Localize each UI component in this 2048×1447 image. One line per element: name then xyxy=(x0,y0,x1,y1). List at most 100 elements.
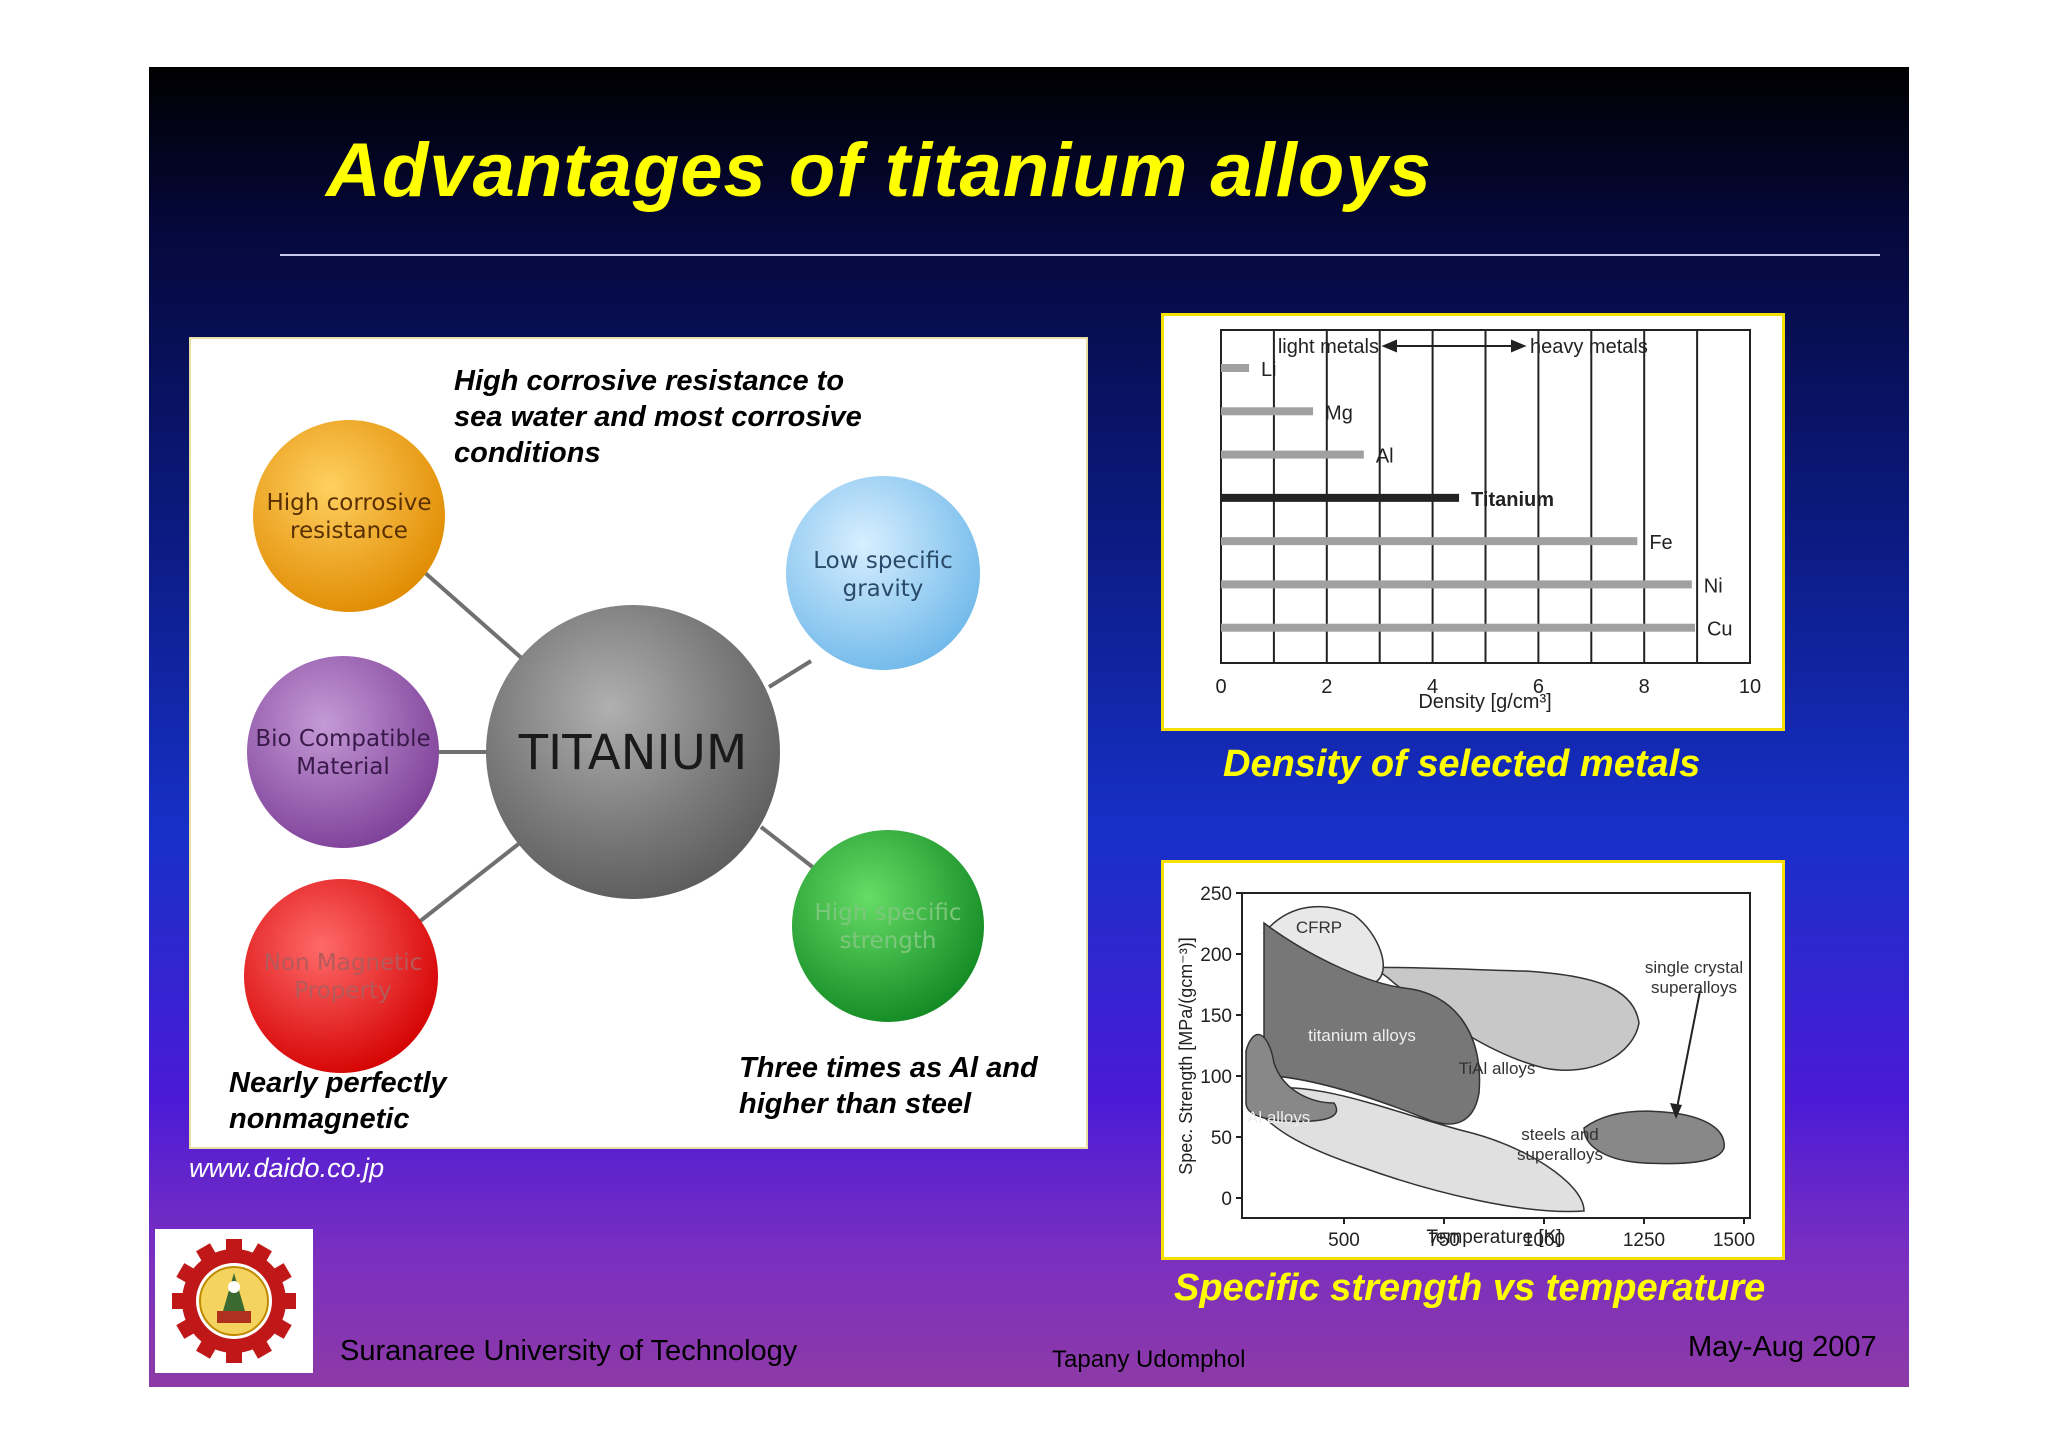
node-corrosion-line1: High corrosive xyxy=(266,490,431,516)
node-nonmagnetic-line2: Property xyxy=(294,978,391,1004)
node-strength-line2: strength xyxy=(840,928,937,954)
note-corrosion-line: conditions xyxy=(454,437,601,469)
note-magnetic-line: nonmagnetic xyxy=(229,1103,410,1135)
bar-label-titanium: Titanium xyxy=(1471,489,1554,511)
note-corrosion: High corrosive resistance to sea water a… xyxy=(454,363,862,471)
bar-label-fe: Fe xyxy=(1649,532,1672,554)
label-tial: TiAl alloys xyxy=(1459,1059,1536,1078)
ytick: 50 xyxy=(1211,1128,1232,1149)
label-single-crystal-line1: single crystal xyxy=(1645,958,1743,977)
xtick: 2 xyxy=(1321,676,1332,698)
label-steel-line1: steels and xyxy=(1521,1125,1599,1144)
tial-region xyxy=(1291,958,1640,1071)
connector-lines xyxy=(417,569,821,924)
xtick: 750 xyxy=(1428,1230,1460,1251)
density-chart-panel: Li Mg Al Titanium Fe Ni Cu 0 2 4 6 8 10 light metal… xyxy=(1161,313,1785,731)
light-metals-label: light metals xyxy=(1278,336,1379,358)
xtick: 10 xyxy=(1739,676,1761,698)
gear-logo-icon xyxy=(172,1239,296,1363)
note-magnetic: Nearly perfectly nonmagnetic xyxy=(229,1065,447,1137)
bars xyxy=(1221,364,1695,632)
node-biocompatible-line2: Material xyxy=(296,754,389,780)
note-magnetic-line: Nearly perfectly xyxy=(229,1067,447,1099)
footer-author: Tapany Udomphol xyxy=(1052,1346,1246,1373)
single-crystal-region xyxy=(1583,1110,1725,1165)
node-gravity-circle xyxy=(786,476,980,670)
node-biocompatible-line1: Bio Compatible xyxy=(255,726,430,752)
tick-marks xyxy=(1236,892,1745,1224)
node-gravity-line1: Low specific xyxy=(813,548,953,574)
ytick: 100 xyxy=(1200,1067,1232,1088)
label-cfrp: CFRP xyxy=(1296,918,1342,937)
node-corrosion-circle xyxy=(253,420,445,612)
note-corrosion-line: High corrosive resistance to xyxy=(454,365,845,397)
heavy-metals-label: heavy metals xyxy=(1530,336,1648,358)
plot-frame xyxy=(1241,892,1751,1219)
xtick: 8 xyxy=(1639,676,1650,698)
xtick: 1000 xyxy=(1523,1230,1565,1251)
pointer-arrowhead xyxy=(1670,1103,1682,1119)
strength-caption: Specific strength vs temperature xyxy=(1174,1267,1766,1309)
properties-diagram-panel: High corrosive resistance Bio Compatible… xyxy=(189,337,1088,1149)
bar-fe xyxy=(1221,537,1638,546)
center-circle xyxy=(486,605,780,899)
steel-region xyxy=(1244,1086,1585,1213)
bar-label-li: Li xyxy=(1261,359,1277,381)
properties-diagram: High corrosive resistance Bio Compatible… xyxy=(244,420,984,1073)
node-nonmagnetic-line1: Non Magnetic xyxy=(264,950,422,976)
bar-mg xyxy=(1221,407,1314,416)
bar-ni xyxy=(1221,580,1692,589)
strength-ylabel: Spec. Strength [MPa/(gcm⁻³)] xyxy=(1176,937,1196,1175)
title-divider xyxy=(280,254,1880,256)
xtick: 1500 xyxy=(1713,1230,1755,1251)
node-gravity-line2: gravity xyxy=(843,576,924,602)
ytick: 0 xyxy=(1221,1189,1232,1210)
footer-university: Suranaree University of Technology xyxy=(340,1335,798,1367)
node-corrosion-line2: resistance xyxy=(290,518,408,544)
slide-title: Advantages of titanium alloys xyxy=(326,128,1432,213)
bar-li xyxy=(1221,364,1250,372)
ytick: 250 xyxy=(1200,884,1232,905)
xtick: 0 xyxy=(1215,676,1226,698)
label-titanium: titanium alloys xyxy=(1308,1026,1416,1045)
bar-label-al: Al xyxy=(1376,446,1394,468)
note-corrosion-line: sea water and most corrosive xyxy=(454,401,862,433)
light-heavy-arrows xyxy=(1381,339,1527,353)
grid-lines xyxy=(1272,330,1699,663)
label-steel-line2: superalloys xyxy=(1517,1145,1603,1164)
note-strength: Three times as Al and higher than steel xyxy=(739,1050,1038,1122)
bar-label-mg: Mg xyxy=(1325,402,1353,424)
bar-al xyxy=(1221,450,1364,459)
source-credit: www.daido.co.jp xyxy=(189,1153,385,1183)
note-strength-line: Three times as Al and xyxy=(739,1052,1038,1084)
titanium-region xyxy=(1263,921,1481,1125)
xtick: 6 xyxy=(1533,676,1544,698)
node-strength-circle xyxy=(792,830,984,1022)
strength-chart: 250 200 150 100 50 0 500 750 1000 1250 1… xyxy=(1176,884,1755,1251)
bar-cu xyxy=(1221,623,1695,632)
bar-titanium xyxy=(1221,493,1460,502)
strength-xlabel: Temperature [K] xyxy=(1426,1227,1561,1248)
xtick: 1250 xyxy=(1623,1230,1665,1251)
note-strength-line: higher than steel xyxy=(739,1088,972,1120)
node-biocompatible-circle xyxy=(247,656,439,848)
al-region xyxy=(1245,1033,1338,1123)
ytick: 200 xyxy=(1200,945,1232,966)
node-nonmagnetic-circle xyxy=(244,879,438,1073)
slide: Advantages of titanium alloys xyxy=(149,67,1909,1387)
footer-date: May-Aug 2007 xyxy=(1688,1331,1877,1363)
xtick: 4 xyxy=(1427,676,1438,698)
xtick: 500 xyxy=(1328,1230,1360,1251)
density-caption: Density of selected metals xyxy=(1223,743,1701,785)
bar-label-cu: Cu xyxy=(1707,619,1733,641)
center-label: TITANIUM xyxy=(518,725,748,781)
label-al: Al alloys xyxy=(1247,1108,1310,1127)
node-strength-line1: High specific xyxy=(814,900,961,926)
density-xlabel: Density [g/cm³] xyxy=(1418,691,1551,713)
single-crystal-pointer xyxy=(1675,990,1701,1114)
bar-label-ni: Ni xyxy=(1704,575,1723,597)
strength-chart-panel: 250 200 150 100 50 0 500 750 1000 1250 1… xyxy=(1161,860,1785,1260)
university-logo xyxy=(155,1229,313,1373)
density-chart: Li Mg Al Titanium Fe Ni Cu 0 2 4 6 8 10 light metal… xyxy=(1215,329,1761,713)
ytick: 150 xyxy=(1200,1006,1232,1027)
